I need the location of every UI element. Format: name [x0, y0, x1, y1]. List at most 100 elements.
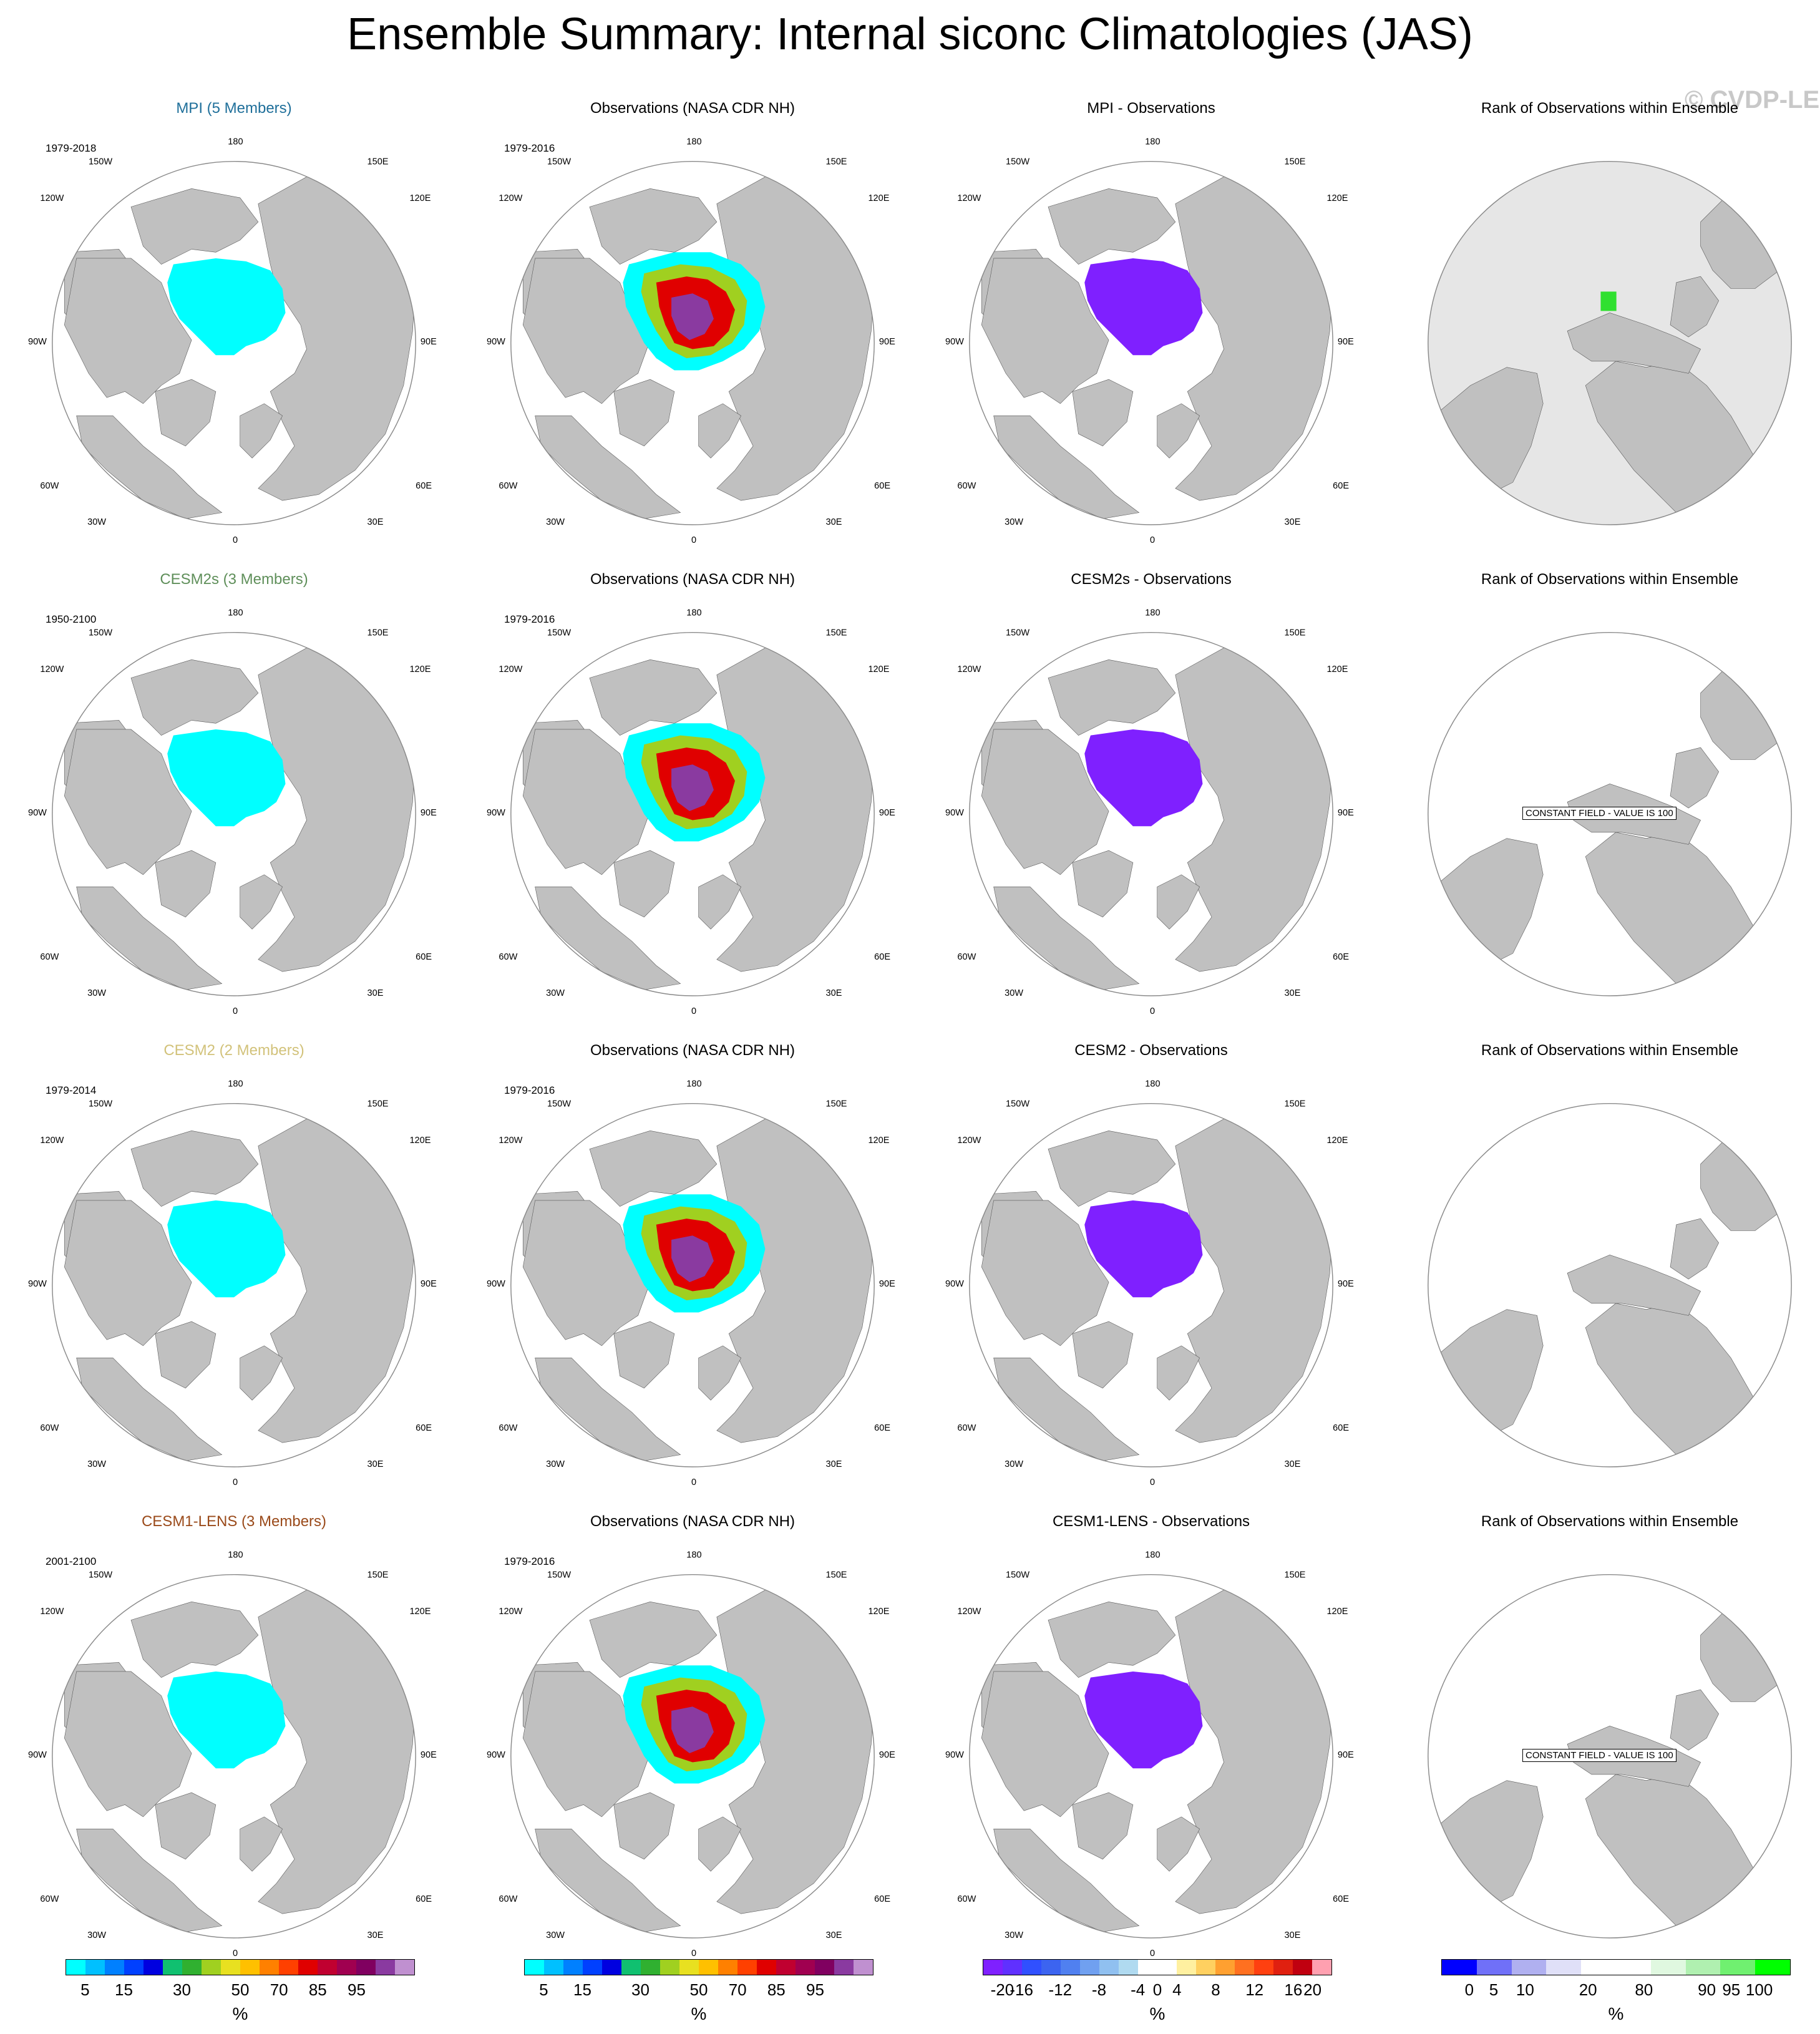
polar-map: 180 150W 150E 120W 120E 90W 90E 60W 60E 30W 30E 0	[945, 608, 1354, 1017]
colorbar-swatch	[621, 1960, 641, 1975]
panel-title: Rank of Observations within Ensemble	[1481, 571, 1739, 588]
longitude-label: 90W	[487, 808, 505, 818]
polar-map	[1428, 1102, 1792, 1467]
longitude-label: 90W	[487, 337, 505, 347]
sea-ice-field	[167, 1671, 286, 1769]
longitude-label: 0	[1150, 535, 1155, 545]
longitude-label: 120E	[868, 193, 889, 203]
colorbar-swatch	[1080, 1960, 1099, 1975]
colorbar-swatch	[1442, 1960, 1477, 1975]
colorbar-difference: -20 -16 -12 -8 -4 0 4 8 12 16 20%	[983, 1959, 1332, 2028]
longitude-label: 180	[1145, 1079, 1160, 1089]
colorbar-swatch	[1022, 1960, 1041, 1975]
longitude-label: 60E	[1333, 1423, 1349, 1433]
longitude-label: 120W	[957, 664, 981, 674]
longitude-label: 0	[1150, 1477, 1155, 1487]
colorbar-tick-label: 15	[573, 1980, 591, 1999]
polar-map: 180 150W 150E 120W 120E 90W 90E 60W 60E 30W 30E 0	[945, 1079, 1354, 1488]
panel-diff: CESM2 - Observations 180 150W 150E 120W 120E 9…	[945, 1042, 1357, 1497]
colorbar-swatch	[1476, 1960, 1512, 1975]
colorbar-unit: %	[232, 2004, 248, 2023]
longitude-label: 60W	[957, 1894, 976, 1904]
colorbar-swatch	[1196, 1960, 1215, 1975]
longitude-label: 150W	[547, 628, 571, 638]
longitude-label: 90W	[28, 1750, 47, 1760]
longitude-label: 180	[228, 1550, 243, 1560]
longitude-label: 150W	[1006, 1570, 1029, 1580]
colorbar-swatch	[1041, 1960, 1061, 1975]
longitude-label: 30W	[87, 517, 106, 527]
longitude-label: 120E	[409, 1607, 431, 1617]
longitude-label: 30E	[826, 988, 842, 998]
land-mass	[1048, 188, 1176, 265]
land-mass	[522, 1200, 651, 1346]
longitude-label: 120W	[499, 1607, 522, 1617]
longitude-label: 90W	[487, 1279, 505, 1289]
colorbar-swatch	[221, 1960, 240, 1975]
longitude-label: 30W	[546, 1930, 565, 1940]
colorbar-swatch	[124, 1960, 144, 1975]
land-mass	[589, 659, 718, 736]
longitude-label: 120W	[40, 664, 64, 674]
longitude-label: 30E	[367, 1930, 384, 1940]
longitude-label: 120W	[499, 664, 522, 674]
longitude-label: 0	[233, 535, 238, 545]
land-mass	[130, 1131, 259, 1207]
longitude-label: 90W	[28, 808, 47, 818]
colorbar-tick-label: 95	[806, 1980, 824, 1999]
longitude-label: 60E	[874, 1423, 890, 1433]
land-mass	[613, 1792, 675, 1860]
colorbar-swatch	[1119, 1960, 1138, 1975]
land-mass	[698, 1345, 742, 1401]
longitude-label: 0	[691, 1949, 696, 1959]
longitude-label: 30W	[87, 988, 106, 998]
land-mass	[589, 1602, 718, 1678]
colorbar-swatch	[240, 1960, 260, 1975]
land-mass	[535, 416, 681, 519]
longitude-label: 30W	[1005, 1930, 1023, 1940]
map-boundary	[969, 160, 1333, 525]
polar-map: 180 150W 150E 120W 120E 90W 90E 60W 60E 30W 30E 0	[945, 1550, 1354, 1959]
colorbar-tick-label: 8	[1211, 1980, 1220, 1999]
colorbar-tick-label: 80	[1635, 1980, 1653, 1999]
land-mass	[240, 1345, 283, 1401]
longitude-label: 120E	[868, 1607, 889, 1617]
longitude-label: 120W	[40, 193, 64, 203]
land-mass	[522, 1671, 651, 1817]
land-mass	[698, 1816, 742, 1872]
panel-years: 1979-2018	[46, 142, 97, 154]
land-mass	[76, 1358, 223, 1461]
colorbar-tick-label: 50	[231, 1980, 250, 1999]
longitude-label: 60E	[416, 952, 432, 962]
land-mass	[130, 1602, 259, 1678]
colorbar-swatch	[776, 1960, 796, 1975]
colorbar-tick-label: 70	[728, 1980, 747, 1999]
longitude-label: 150W	[89, 1099, 112, 1109]
longitude-label: 30W	[1005, 517, 1023, 527]
map-boundary	[969, 1102, 1333, 1467]
land-mass	[522, 729, 651, 875]
longitude-label: 30W	[1005, 1459, 1023, 1469]
sea-ice-core	[671, 764, 714, 811]
longitude-label: 90E	[879, 1279, 895, 1289]
longitude-label: 90E	[421, 1279, 437, 1289]
land-mass	[64, 1200, 192, 1346]
longitude-label: 150W	[547, 1099, 571, 1109]
longitude-label: 180	[1145, 1550, 1160, 1560]
page-title: Ensemble Summary: Internal siconc Climat…	[347, 9, 1473, 59]
land-mass	[613, 379, 675, 447]
longitude-label: 60E	[416, 1894, 432, 1904]
panel-title: CESM2s - Observations	[1071, 571, 1232, 588]
difference-field	[1084, 1671, 1203, 1769]
longitude-label: 90E	[421, 337, 437, 347]
colorbar-tick-label: 5	[539, 1980, 548, 1999]
longitude-label: 60W	[957, 1423, 976, 1433]
colorbar-swatch	[1138, 1960, 1157, 1975]
colorbar-swatch	[815, 1960, 834, 1975]
longitude-label: 180	[228, 608, 243, 618]
longitude-label: 150W	[89, 1570, 112, 1580]
land-mass	[240, 403, 283, 459]
longitude-label: 180	[686, 1079, 701, 1089]
panel-diff: MPI - Observations 180 150W 150E 120W 120E 90W…	[945, 100, 1357, 555]
map-boundary	[1428, 1102, 1792, 1467]
